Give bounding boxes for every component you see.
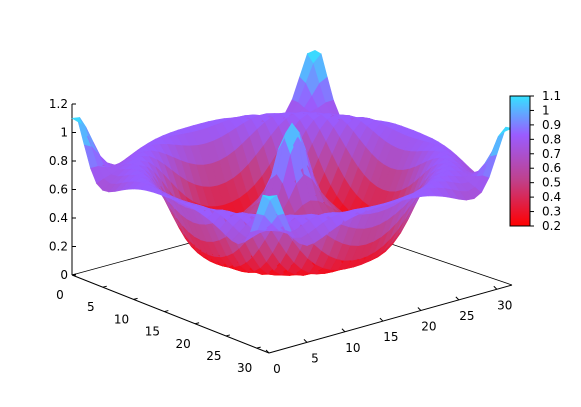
y-axis-line <box>268 284 513 354</box>
y-tick-label: 5 <box>311 351 319 365</box>
surface <box>71 49 514 276</box>
y-tick-mark <box>493 285 498 290</box>
x-tick-label: 15 <box>145 325 160 339</box>
z-tick-label: 0.4 <box>49 211 68 225</box>
z-tick-label: 0.2 <box>49 240 68 254</box>
surface-cell <box>490 130 505 157</box>
y-tick-label: 30 <box>497 298 512 312</box>
x-tick-mark <box>256 346 261 349</box>
z-tick-label: 0.8 <box>49 154 68 168</box>
x-tick-mark <box>164 310 169 313</box>
z-tick-label: 1 <box>60 126 68 140</box>
y-tick-mark <box>379 317 384 322</box>
colorbar-gradient <box>509 95 531 227</box>
x-axis-line <box>71 274 270 354</box>
colorbar-tick-label: 1 <box>542 103 550 117</box>
x-tick-mark <box>225 334 231 337</box>
y-ticks: 0 5 10 15 20 25 30 <box>265 285 512 376</box>
z-ticks: 0 0.2 0.4 0.6 0.8 1 1.2 <box>49 97 76 282</box>
colorbar-tick-label: 0.9 <box>542 118 561 132</box>
x-tick-mark <box>102 285 107 288</box>
y-tick-mark <box>265 349 270 354</box>
x-tick-label: 10 <box>114 312 129 326</box>
y-tick-label: 0 <box>273 362 281 376</box>
colorbar: 1.110.90.80.70.60.50.40.30.2 <box>509 89 561 233</box>
x-tick-mark <box>195 322 200 325</box>
x-tick-label: 20 <box>175 337 190 351</box>
y-tick-label: 20 <box>421 320 436 334</box>
colorbar-tick-label: 1.1 <box>542 89 561 103</box>
x-tick-label: 5 <box>87 300 95 314</box>
x-tick-mark <box>71 273 77 276</box>
z-tick-label: 0.6 <box>49 183 68 197</box>
y-tick-mark <box>417 307 422 311</box>
z-tick-label: 0 <box>60 268 68 282</box>
x-tick-mark <box>133 297 138 300</box>
colorbar-tick-label: 0.2 <box>542 219 561 233</box>
y-tick-label: 10 <box>345 341 360 355</box>
x-tick-label: 0 <box>56 288 64 302</box>
y-tick-mark <box>341 328 346 333</box>
z-tick-label: 1.2 <box>49 97 68 111</box>
x-ticks: 0 5 10 15 20 25 30 <box>56 273 261 375</box>
colorbar-tick-label: 0.4 <box>542 190 561 204</box>
colorbar-tick-label: 0.7 <box>542 147 561 161</box>
y-tick-mark <box>303 339 308 343</box>
y-tick-mark <box>455 296 460 301</box>
colorbar-tick-label: 0.3 <box>542 205 561 219</box>
x-tick-label: 25 <box>206 349 221 363</box>
y-tick-label: 15 <box>383 330 398 344</box>
y-tick-label: 25 <box>459 309 474 323</box>
x-tick-label: 30 <box>237 361 252 375</box>
colorbar-tick-label: 0.5 <box>542 176 561 190</box>
colorbar-tick-label: 0.6 <box>542 161 561 175</box>
colorbar-tick-label: 0.8 <box>542 132 561 146</box>
colorbar-ticks: 1.110.90.80.70.60.50.40.30.2 <box>530 89 561 233</box>
